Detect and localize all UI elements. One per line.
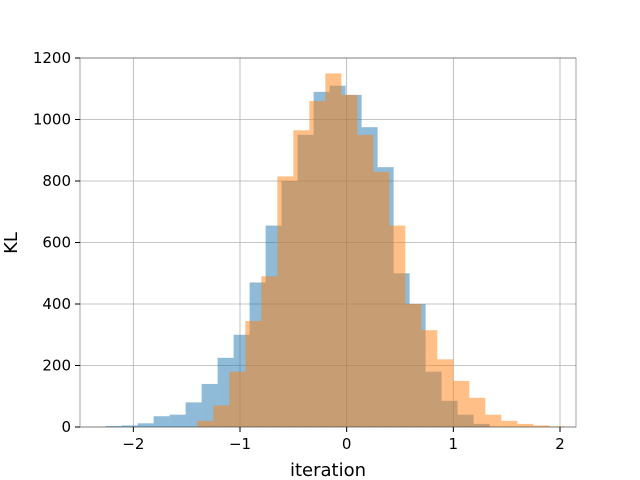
histogram-bar [357, 134, 374, 427]
histogram-bar [197, 420, 214, 427]
histogram-bar [517, 423, 534, 427]
histogram-bar [277, 176, 294, 427]
histogram-bar [121, 425, 138, 427]
histogram-bar [501, 420, 518, 427]
histogram-bar [325, 73, 342, 427]
histogram-bar [169, 414, 186, 427]
y-tick-label: 1200 [33, 49, 71, 67]
histogram-bar [453, 380, 470, 427]
histogram-bar [373, 171, 390, 427]
histogram-bar [389, 225, 406, 427]
y-tick-label: 600 [42, 234, 71, 252]
histogram-bar [421, 330, 438, 427]
histogram-bar [341, 94, 358, 428]
y-tick-label: 200 [42, 357, 71, 375]
x-tick-label: 1 [449, 435, 459, 453]
x-tick-label: −1 [229, 435, 251, 453]
histogram-bar [137, 423, 154, 427]
x-tick-label: −2 [122, 435, 144, 453]
histogram-bar [549, 426, 566, 427]
y-tick-label: 400 [42, 295, 71, 313]
histogram-bar [153, 416, 170, 427]
y-tick-label: 1000 [33, 111, 71, 129]
histogram-bar [245, 320, 262, 427]
histogram-bar [485, 414, 502, 427]
histogram-bars [105, 73, 566, 428]
histogram-bar [437, 359, 454, 427]
histogram-bar [213, 405, 230, 427]
axis-ticks: −2 −1 0 1 2 0 200 400 600 800 1000 1200 [33, 49, 565, 453]
histogram-bar [293, 130, 310, 427]
histogram-bar [469, 397, 486, 427]
histogram-bar [261, 276, 278, 427]
x-tick-label: 0 [342, 435, 352, 453]
histogram-series-2 [197, 73, 566, 428]
histogram-bar [105, 426, 122, 427]
histogram-bar [405, 304, 422, 427]
histogram-bar [533, 425, 550, 427]
y-tick-label: 0 [61, 418, 71, 436]
histogram-bar [229, 371, 246, 427]
y-axis-label: KL [1, 232, 22, 254]
x-tick-label: 2 [555, 435, 565, 453]
y-tick-label: 800 [42, 172, 71, 190]
x-axis-label: iteration [290, 460, 366, 480]
histogram-bar [309, 101, 326, 428]
